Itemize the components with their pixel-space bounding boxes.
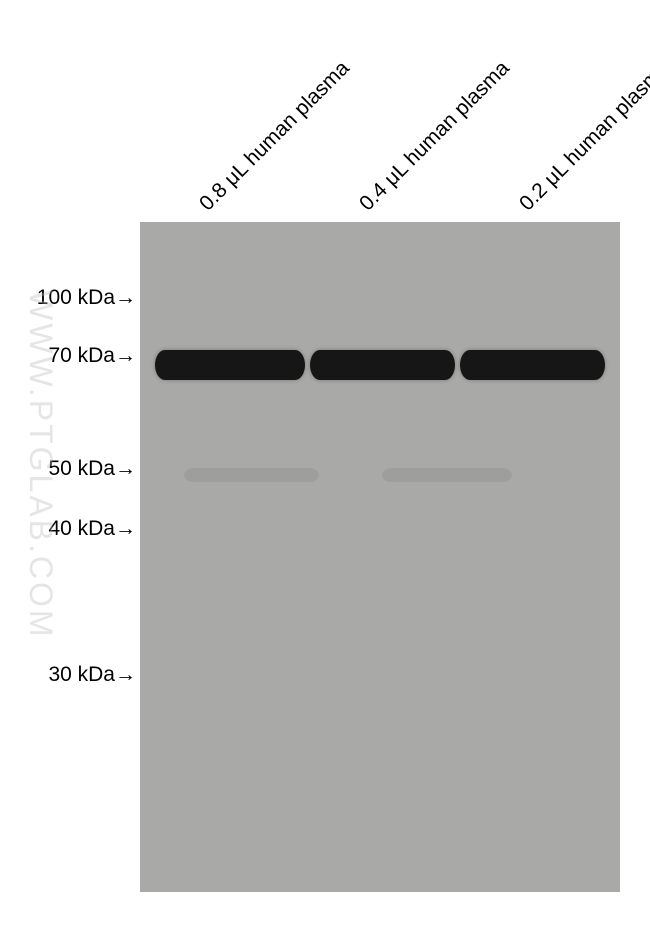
lane-labels-container: 0.8 μL human plasma 0.4 μL human plasma … xyxy=(140,0,620,220)
lane-label-3: 0.2 μL human plasma xyxy=(515,56,650,216)
faint-band-row-50kda xyxy=(140,468,620,482)
mw-marker-70: 70 kDa→ xyxy=(48,344,136,368)
band-lane3-70kda xyxy=(460,350,605,380)
mw-marker-100: 100 kDa→ xyxy=(37,286,136,310)
band-lane1-70kda xyxy=(155,350,305,380)
blot-membrane xyxy=(140,222,620,892)
band-lane2-70kda xyxy=(310,350,455,380)
lane-label-2: 0.4 μL human plasma xyxy=(355,56,515,216)
mw-marker-40: 40 kDa→ xyxy=(48,517,136,541)
faint-band-lane1 xyxy=(184,468,319,482)
lane-label-1: 0.8 μL human plasma xyxy=(195,56,355,216)
molecular-weight-markers: 100 kDa→ 70 kDa→ 50 kDa→ 40 kDa→ 30 kDa→ xyxy=(0,222,140,892)
main-band-row-70kda xyxy=(140,350,620,380)
faint-band-lane2 xyxy=(382,468,512,482)
mw-marker-30: 30 kDa→ xyxy=(48,663,136,687)
mw-marker-50: 50 kDa→ xyxy=(48,457,136,481)
western-blot-figure: 0.8 μL human plasma 0.4 μL human plasma … xyxy=(0,0,650,930)
